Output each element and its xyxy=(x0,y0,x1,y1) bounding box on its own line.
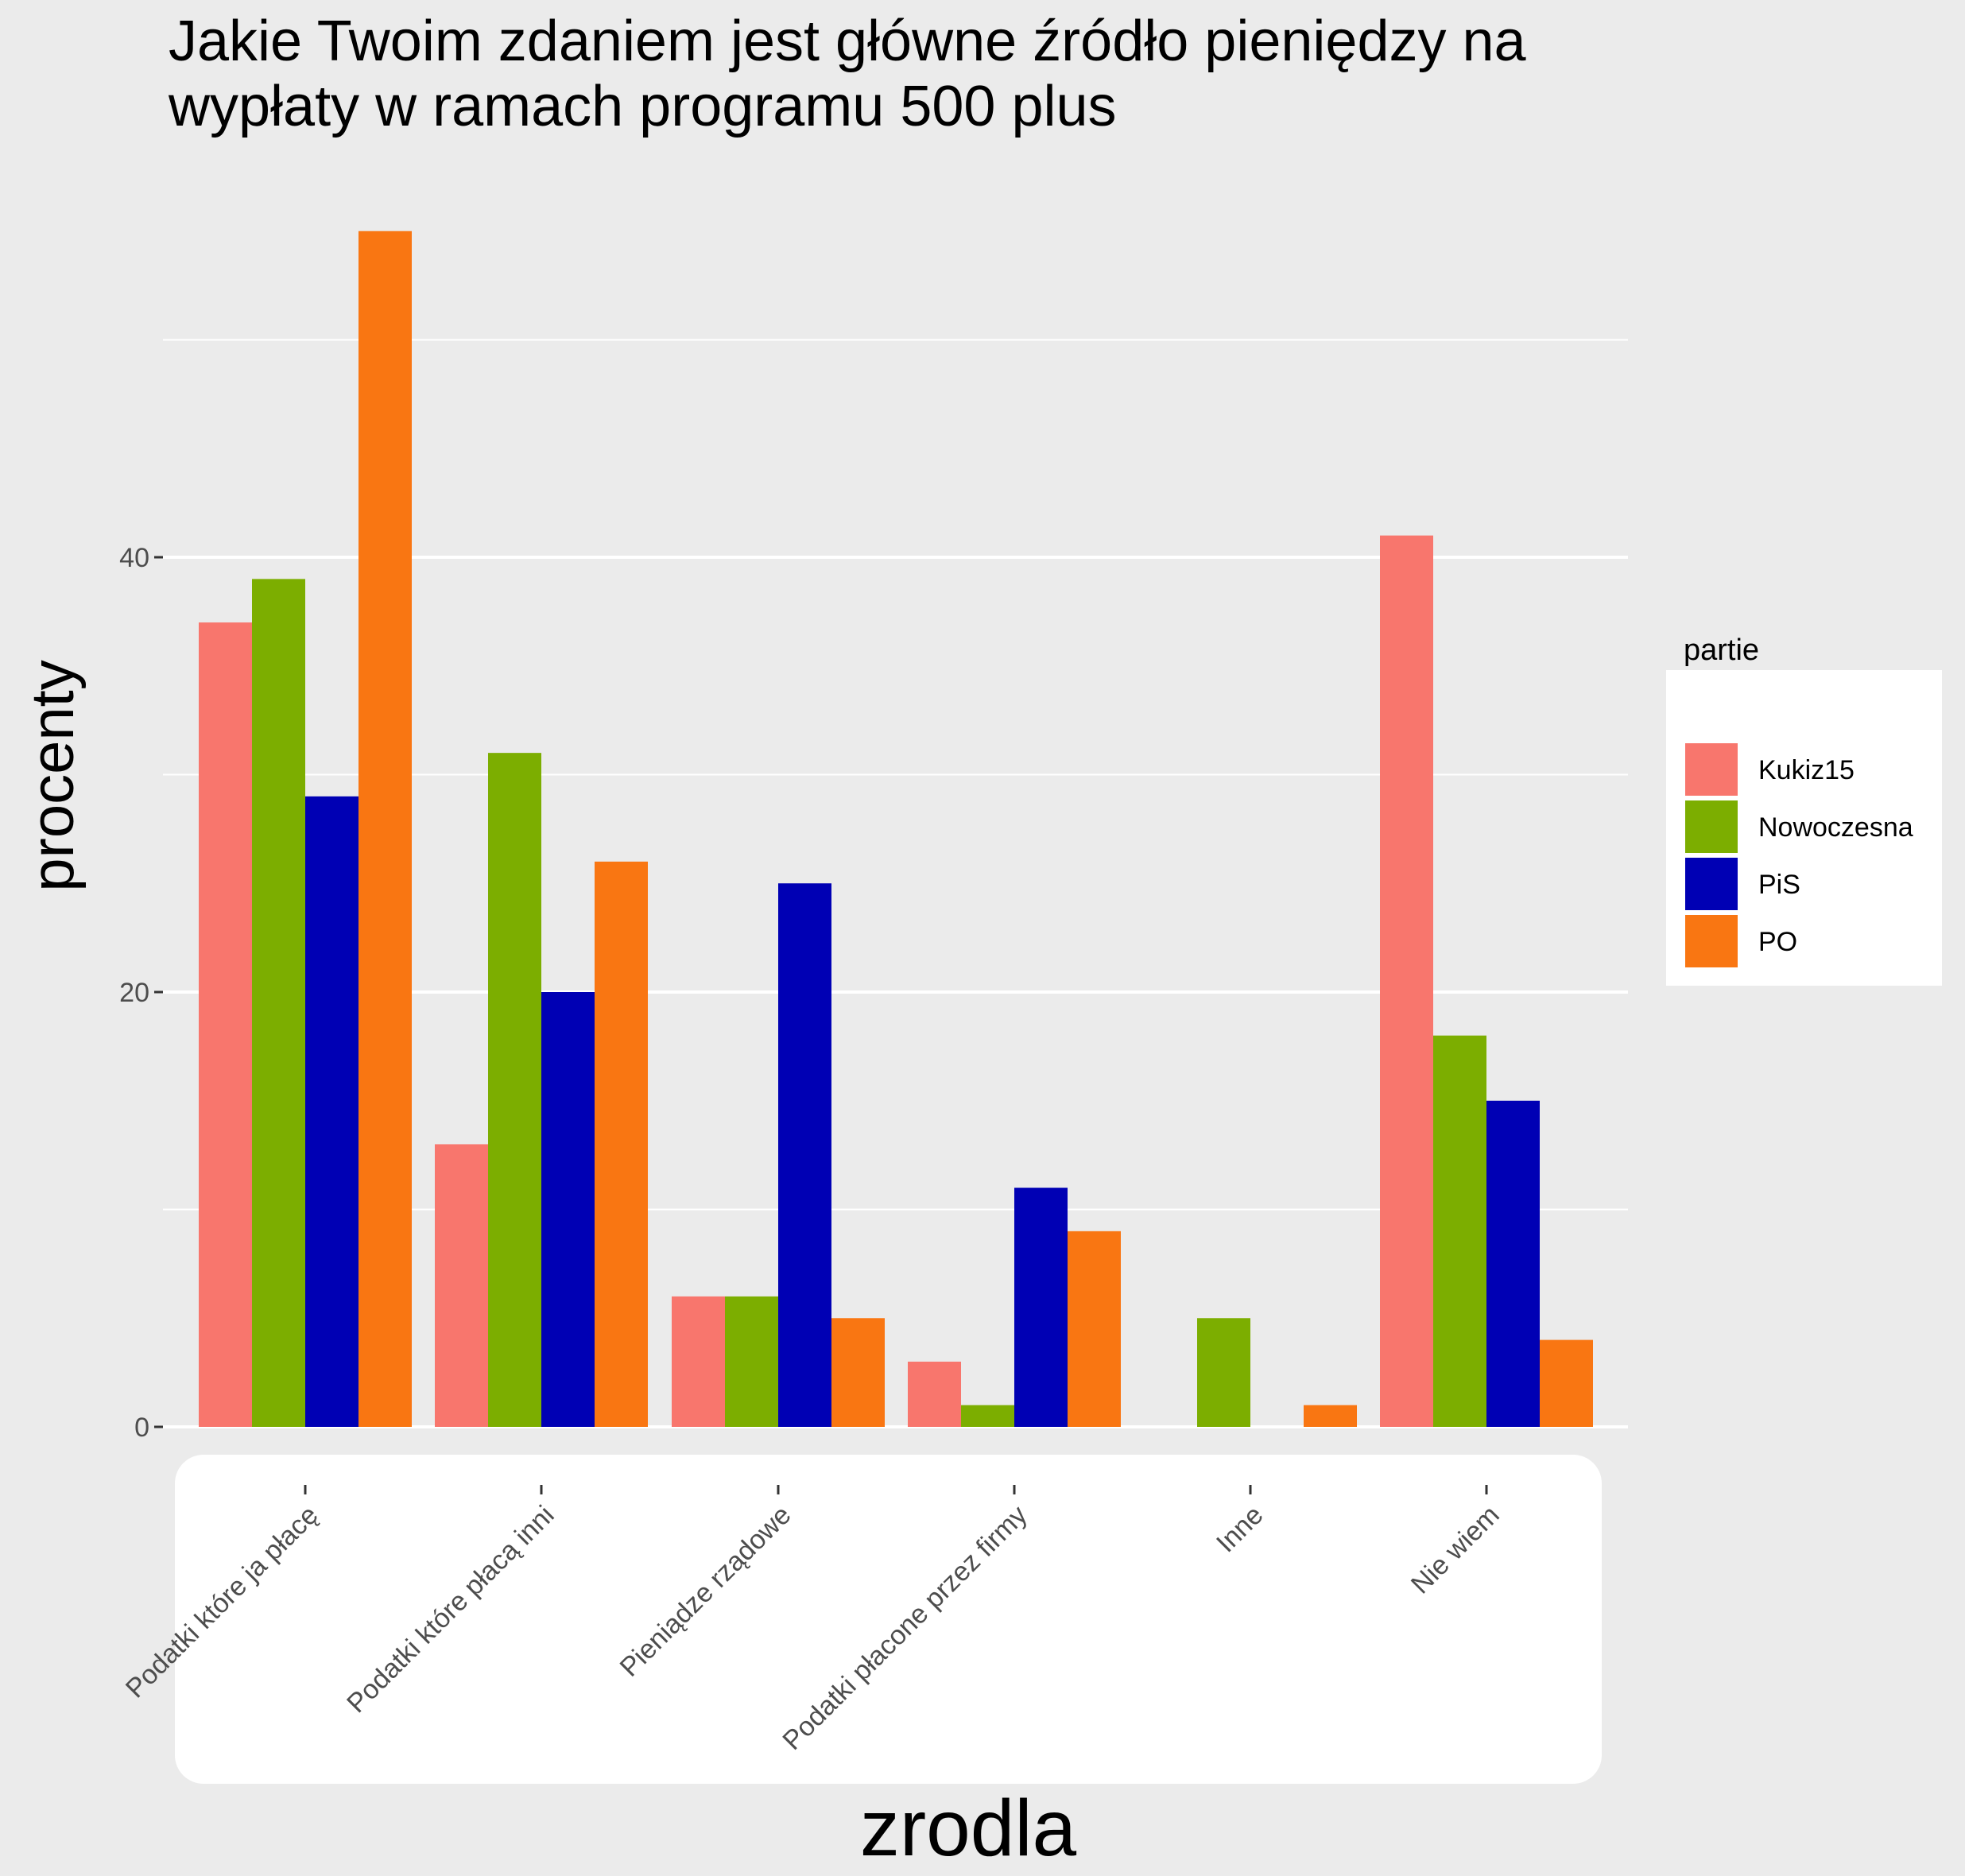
bar-kukiz15-0 xyxy=(199,622,252,1427)
bar-nowoczesna-4 xyxy=(1197,1318,1250,1427)
bar-pis-5 xyxy=(1486,1100,1540,1427)
legend: partie Kukiz15 Nowoczesna PiS PO xyxy=(1666,634,1942,986)
bar-po-2 xyxy=(831,1318,885,1427)
bar-nowoczesna-0 xyxy=(252,579,305,1427)
bar-kukiz15-1 xyxy=(435,1144,488,1427)
bar-pis-0 xyxy=(305,796,359,1427)
x-axis-title: zrodla xyxy=(860,1784,1077,1873)
bar-po-0 xyxy=(359,231,412,1427)
legend-label-po: PO xyxy=(1758,927,1797,957)
bars xyxy=(199,231,1593,1427)
bar-nowoczesna-2 xyxy=(725,1296,778,1427)
chart-title-line-1: Jakie Twoim zdaniem jest główne źródło p… xyxy=(169,10,1527,73)
legend-key-pis xyxy=(1685,858,1738,910)
bar-po-3 xyxy=(1068,1231,1121,1427)
legend-label-kukiz15: Kukiz15 xyxy=(1758,755,1855,785)
bar-kukiz15-3 xyxy=(908,1361,961,1427)
legend-key-po xyxy=(1685,915,1738,967)
bar-pis-2 xyxy=(778,883,831,1427)
bar-po-1 xyxy=(595,861,648,1427)
chart-title-line-2: wypłaty w ramach programu 500 plus xyxy=(168,75,1117,138)
bar-nowoczesna-1 xyxy=(488,753,541,1427)
bar-kukiz15-5 xyxy=(1380,535,1433,1427)
bar-po-5 xyxy=(1540,1339,1593,1427)
bar-nowoczesna-5 xyxy=(1433,1035,1486,1427)
bar-kukiz15-2 xyxy=(672,1296,725,1427)
legend-key-nowoczesna xyxy=(1685,800,1738,853)
y-tick-label: 40 xyxy=(119,543,149,573)
bar-pis-1 xyxy=(541,992,595,1427)
y-tick-label: 20 xyxy=(119,978,149,1008)
bar-po-4 xyxy=(1304,1405,1357,1427)
legend-key-kukiz15 xyxy=(1685,743,1738,796)
legend-label-pis: PiS xyxy=(1758,870,1800,900)
y-axis-title: procenty xyxy=(19,660,87,892)
legend-label-nowoczesna: Nowoczesna xyxy=(1758,812,1913,843)
x-axis-label-panel xyxy=(175,1455,1602,1784)
bar-pis-3 xyxy=(1014,1188,1068,1427)
bar-nowoczesna-3 xyxy=(961,1405,1014,1427)
legend-title: partie xyxy=(1684,634,1759,667)
y-tick-label: 0 xyxy=(134,1413,149,1443)
